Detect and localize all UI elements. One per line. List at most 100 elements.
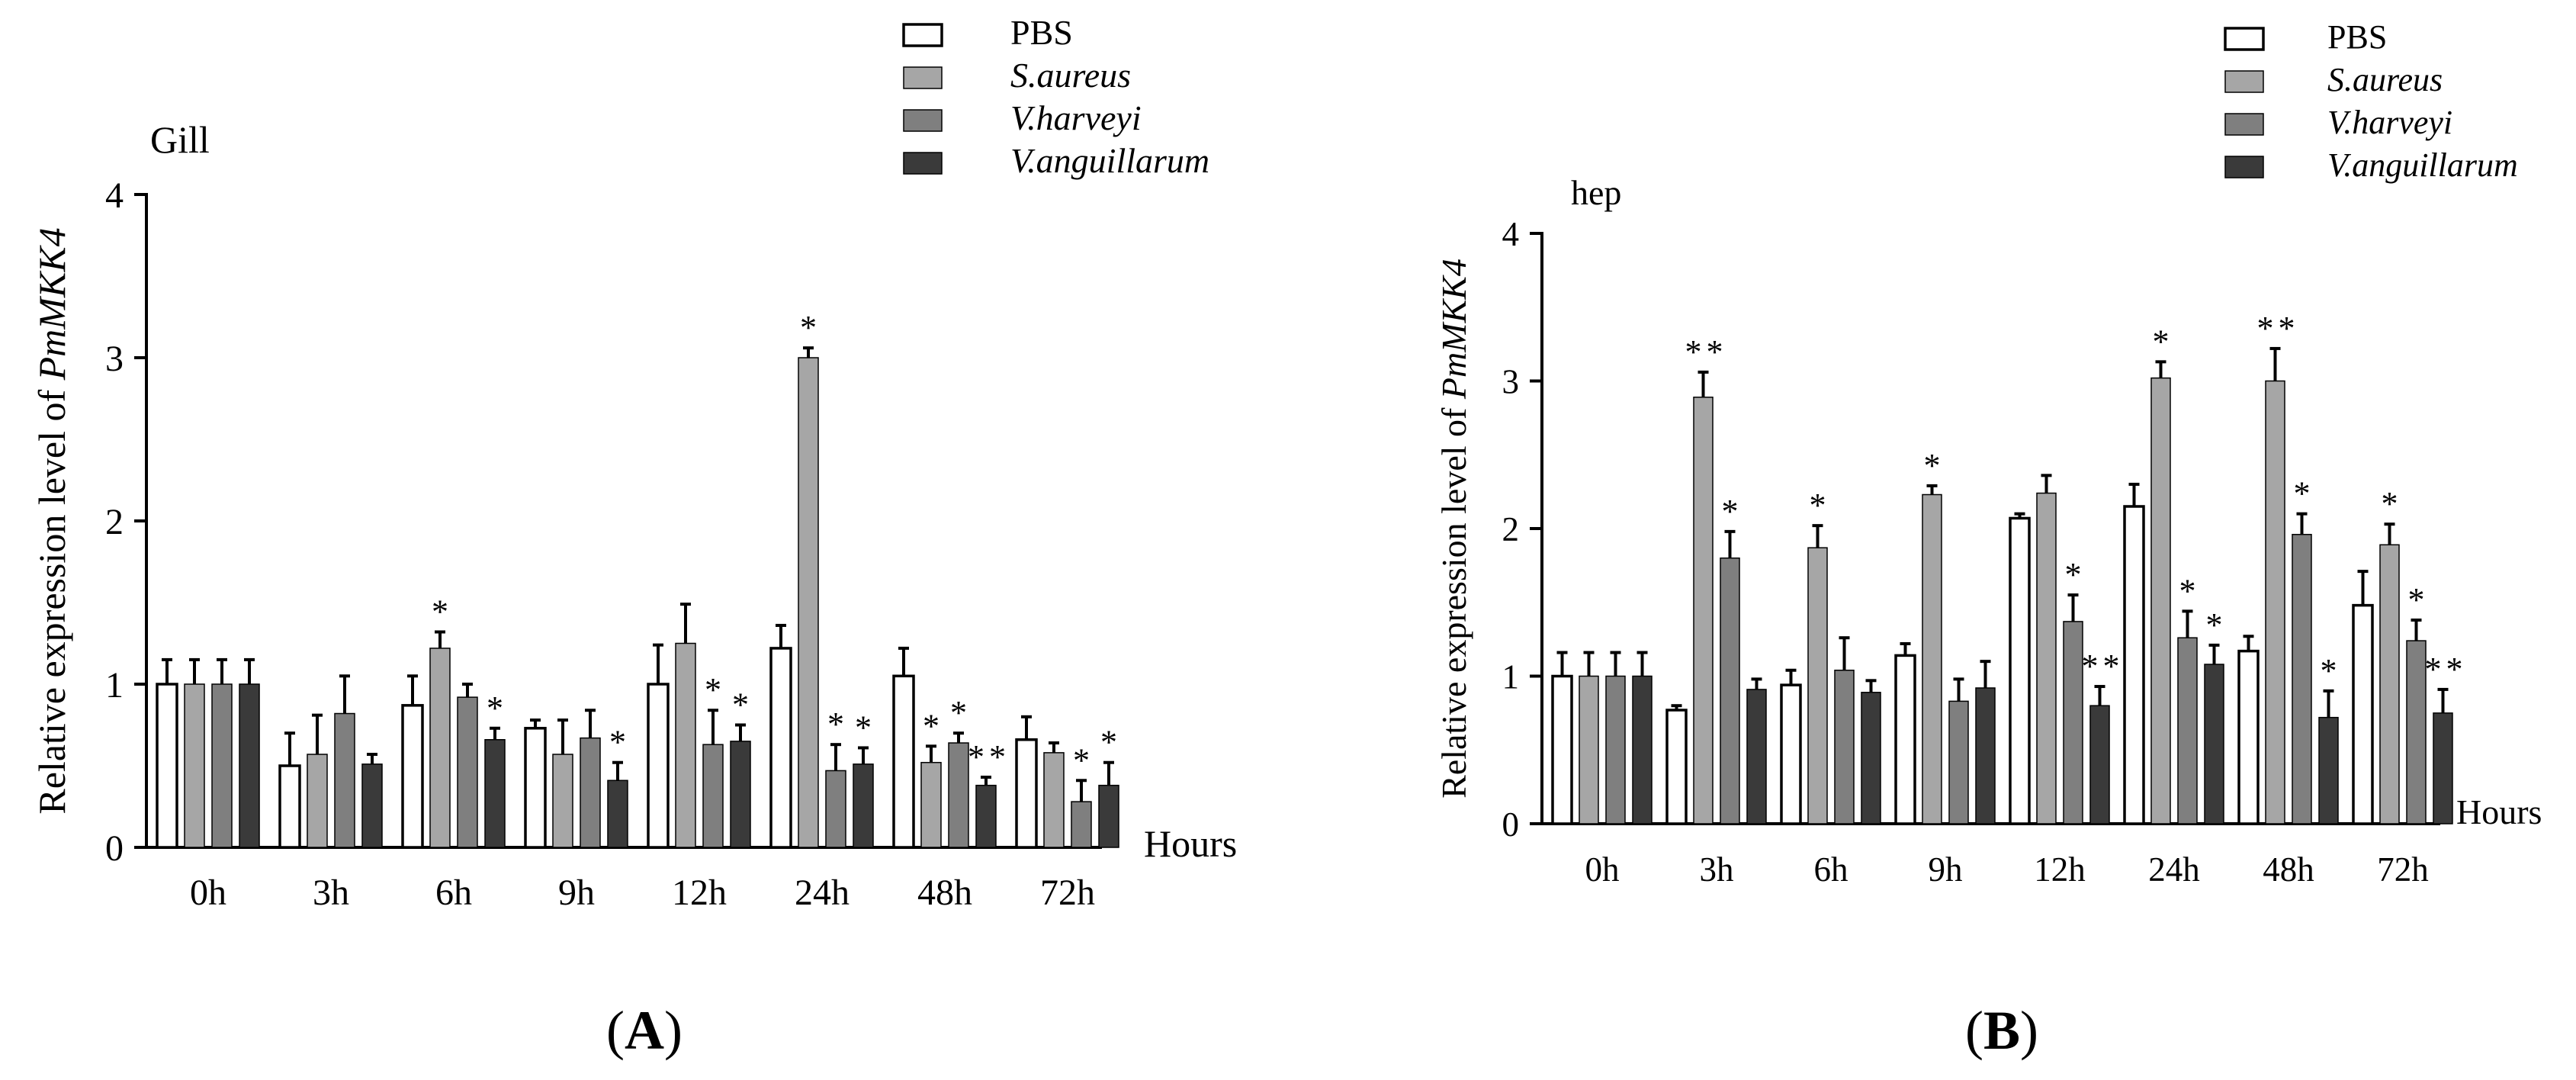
bar (334, 712, 355, 848)
panel-b-chart: 0 1 2 3 4 Relative expression level of PmMKK4… (1434, 18, 2542, 1061)
bar (647, 683, 670, 849)
legend-label: V.harveyi (2327, 104, 2452, 141)
bar (798, 357, 819, 848)
bar (2237, 649, 2260, 825)
bar (1780, 683, 1802, 825)
bar (1861, 692, 1881, 824)
significance-mark: * (800, 309, 817, 346)
panel-label-close: ) (664, 1000, 683, 1061)
bar (2177, 637, 2198, 824)
legend-swatch (2224, 27, 2265, 51)
significance-mark: * (1810, 487, 1826, 524)
x-tick-label: 3h (313, 873, 349, 913)
x-tick-label: 9h (1929, 850, 1963, 889)
x-tick-label: 72h (2377, 850, 2429, 889)
legend-swatch (903, 66, 943, 89)
bar (1071, 801, 1092, 848)
y-tick-label: 3 (105, 339, 124, 379)
y-tick-label: 1 (1502, 657, 1520, 696)
significance-mark: * (2065, 556, 2082, 593)
y-tick-label: 0 (1502, 805, 1520, 844)
y-tick-label: 1 (105, 665, 124, 706)
bar (2379, 544, 2400, 824)
panel-label: (B) (1965, 1000, 2038, 1061)
bar (239, 683, 260, 848)
significance-mark: * (2321, 652, 2337, 689)
bar (580, 737, 601, 848)
bar (1632, 675, 1653, 824)
bar (1605, 675, 1626, 824)
significance-mark: ** (968, 738, 1010, 776)
bar (156, 683, 178, 849)
y-tick-label: 2 (1502, 510, 1520, 548)
bar (2036, 492, 2057, 824)
bar (769, 647, 792, 849)
significance-mark: ** (1685, 333, 1728, 371)
significance-mark: * (487, 689, 503, 727)
bar (2009, 516, 2031, 825)
bar (429, 648, 451, 848)
bar (1746, 689, 1767, 824)
bar (1579, 675, 1599, 824)
bar (825, 770, 846, 848)
significance-mark: ** (2082, 648, 2125, 685)
significance-mark: * (1073, 741, 1090, 779)
bar (2150, 377, 2171, 824)
x-tick-label: 72h (1040, 873, 1095, 913)
bar (2318, 716, 2339, 824)
significance-mark: * (2206, 606, 2223, 644)
x-tick-label: 24h (2148, 850, 2200, 889)
y-axis-label: Relative expression level of PmMKK4 (1434, 259, 1473, 799)
bar (2123, 505, 2145, 825)
bar (457, 696, 478, 848)
significance-mark: ** (2257, 310, 2300, 347)
significance-mark: * (2382, 485, 2398, 522)
x-tick-label: 0h (1585, 850, 1620, 889)
bar (1975, 687, 1996, 824)
legend-label: V.harveyi (1010, 98, 1142, 137)
x-axis-label: Hours (1144, 822, 1237, 865)
legend-swatch (903, 109, 943, 132)
x-tick-label: 6h (1814, 850, 1848, 889)
significance-mark: * (2153, 323, 2170, 360)
y-tick-label: 4 (105, 175, 124, 216)
bar (2265, 380, 2285, 824)
significance-mark: * (1924, 447, 1941, 484)
bar (1834, 670, 1855, 824)
bar (2089, 705, 2110, 824)
bar (401, 704, 424, 849)
legend-swatch (903, 152, 943, 175)
legend-label: V.anguillarum (1010, 141, 1209, 180)
legend-swatch (2224, 70, 2264, 93)
significance-mark: * (609, 724, 626, 761)
y-tick-label: 2 (105, 502, 124, 542)
significance-mark: * (705, 671, 721, 709)
significance-mark: * (827, 706, 844, 743)
significance-mark: * (732, 686, 749, 724)
y-axis-label-prefix: Relative expression level of (31, 380, 73, 814)
bar (2292, 533, 2312, 824)
bar (211, 683, 233, 848)
bar (2063, 621, 2083, 824)
panel-title: hep (1571, 173, 1621, 212)
significance-mark: ** (2425, 651, 2468, 688)
bar (361, 763, 383, 848)
bar (607, 779, 628, 848)
legend-label: S.aureus (1010, 56, 1131, 95)
bar (307, 754, 328, 848)
panel-label-letter: A (625, 1000, 664, 1061)
bar (2204, 664, 2224, 824)
bar (975, 784, 997, 848)
y-tick-label: 3 (1502, 362, 1520, 400)
y-tick-label: 0 (105, 828, 124, 869)
significance-mark: * (1100, 724, 1117, 761)
legend-swatch (902, 23, 943, 47)
x-tick-label: 12h (672, 873, 727, 913)
bar (184, 683, 205, 848)
bar (2433, 712, 2453, 824)
bar (730, 741, 751, 848)
y-axis-label-prefix: Relative expression level of (1434, 399, 1473, 799)
bar (552, 754, 573, 848)
panel-label: (A) (606, 1000, 683, 1061)
